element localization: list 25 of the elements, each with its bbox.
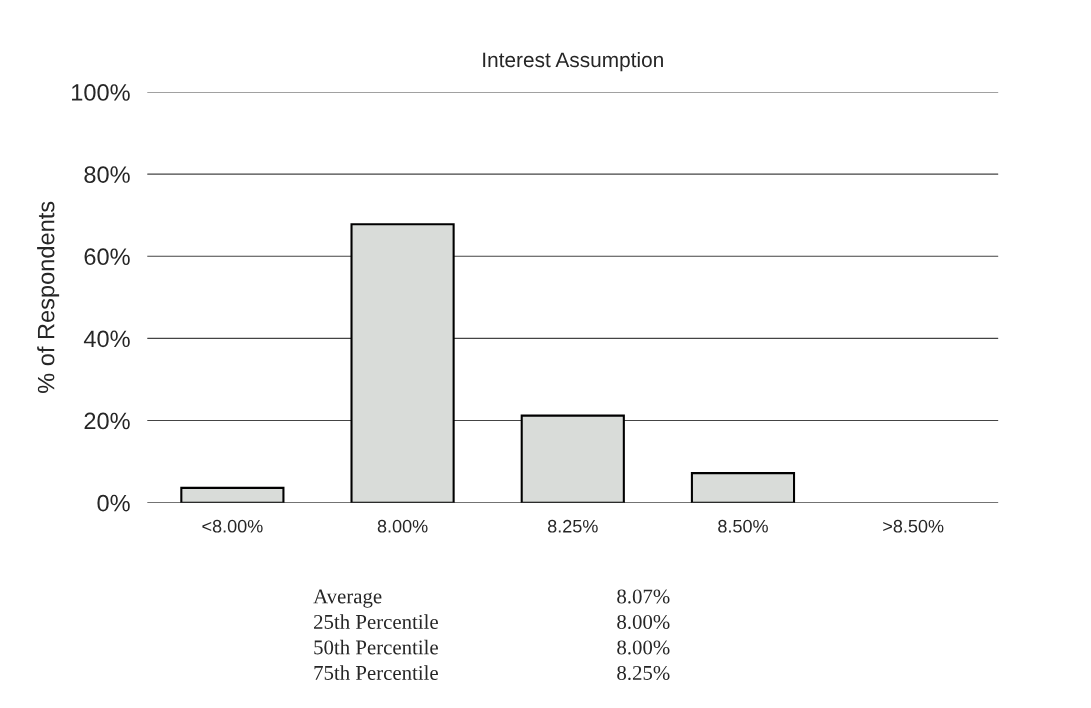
y-tick-label: 100% [72, 84, 130, 101]
bar [520, 414, 625, 503]
x-tick-label: 8.50% [718, 519, 768, 533]
y-tick-label: 20% [84, 412, 130, 430]
text: 8.07% [617, 589, 670, 604]
x-tick-label: >8.50% [883, 519, 944, 533]
chart-title: Interest Assumption [483, 51, 663, 72]
y-tick-label: 0% [97, 494, 130, 512]
text: 8.25% [617, 665, 670, 681]
text: 8.00% [617, 614, 670, 630]
y-tick-label: 40% [83, 330, 130, 348]
text: 25th Percentile [314, 614, 438, 629]
bar [180, 486, 285, 503]
text: 75th Percentile [314, 665, 438, 680]
bar [690, 472, 796, 503]
y-axis-title: % of Respondents [37, 201, 60, 393]
y-tick-label: 80% [84, 166, 130, 183]
x-tick-label: 8.00% [377, 519, 428, 533]
text: Average [313, 589, 382, 608]
bar [350, 223, 455, 503]
x-tick-label: 8.25% [547, 519, 598, 533]
text: 8.00% [617, 640, 670, 655]
x-tick-label: <8.00% [202, 519, 263, 533]
text: 50th Percentile [314, 639, 438, 655]
y-tick-label: 60% [84, 248, 130, 266]
